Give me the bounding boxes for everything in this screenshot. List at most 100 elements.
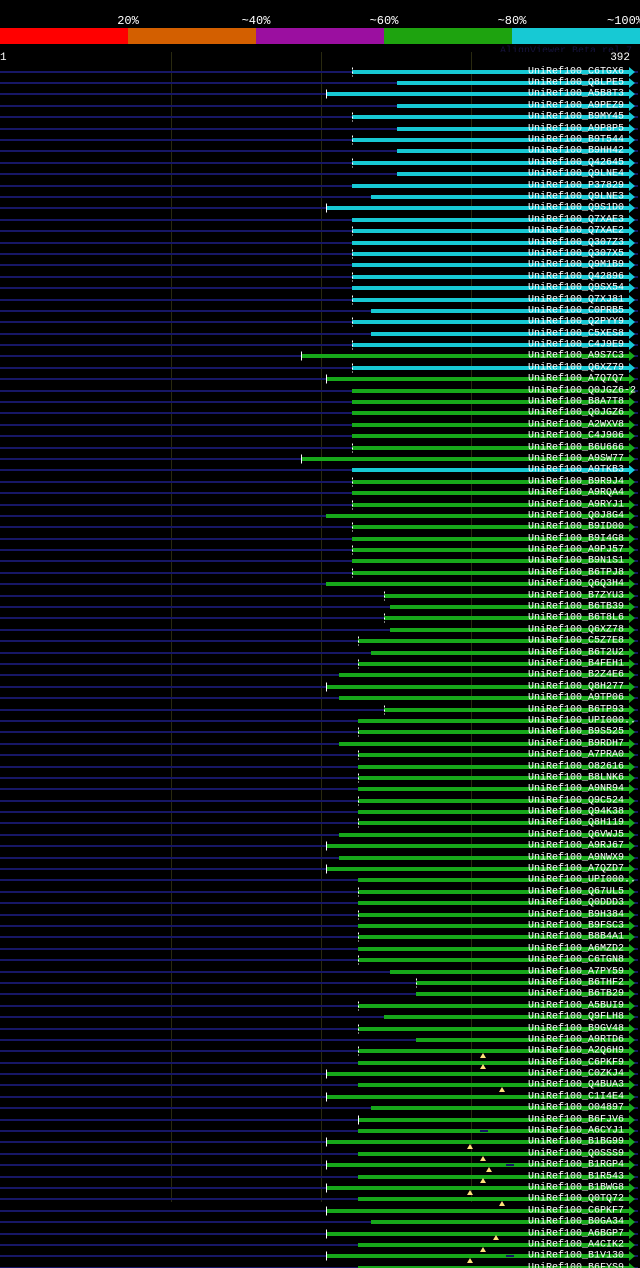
alignment-row[interactable]: UniRef100_A9NR94 [0, 784, 640, 795]
sequence-id-label[interactable]: UniRef100_B9FSC3 [528, 920, 624, 931]
sequence-id-label[interactable]: UniRef100_A9SW77 [528, 453, 624, 464]
sequence-id-label[interactable]: UniRef100_A9S7C3 [528, 351, 624, 362]
sequence-id-label[interactable]: UniRef100_B9I4G8 [528, 533, 624, 544]
sequence-id-label[interactable]: UniRef100_B9MY45 [528, 112, 624, 123]
sequence-id-label[interactable]: UniRef100_C1I4E4 [528, 1091, 624, 1102]
sequence-id-label[interactable]: UniRef100_B8A7T8 [528, 397, 624, 408]
sequence-id-label[interactable]: UniRef100_C6TGX6 [528, 66, 624, 77]
sequence-id-label[interactable]: UniRef100_B6TPJ8 [528, 567, 624, 578]
alignment-row[interactable]: UniRef100_C0PRB5 [0, 305, 640, 316]
alignment-row[interactable]: UniRef100_C6PKF9 [0, 1057, 640, 1068]
sequence-id-label[interactable]: UniRef100_B9T544 [528, 135, 624, 146]
alignment-row[interactable]: UniRef100_Q0DDD3 [0, 898, 640, 909]
sequence-id-label[interactable]: UniRef100_Q67UL5 [528, 886, 624, 897]
sequence-id-label[interactable]: UniRef100_B4FEH1 [528, 659, 624, 670]
alignment-row[interactable]: UniRef100_B2Z4E6 [0, 670, 640, 681]
sequence-id-label[interactable]: UniRef100_B9ID00 [528, 522, 624, 533]
sequence-id-label[interactable]: UniRef100_A9PJ57 [528, 545, 624, 556]
alignment-row[interactable]: UniRef100_Q42896 [0, 271, 640, 282]
sequence-id-label[interactable]: UniRef100_C5XES8 [528, 328, 624, 339]
sequence-id-label[interactable]: UniRef100_UPI000.. [528, 715, 636, 726]
sequence-id-label[interactable]: UniRef100_A9RYJ1 [528, 499, 624, 510]
sequence-id-label[interactable]: UniRef100_B9HH42 [528, 146, 624, 157]
sequence-id-label[interactable]: UniRef100_Q6VWJ5 [528, 829, 624, 840]
alignment-row[interactable]: UniRef100_Q6XZ78 [0, 624, 640, 635]
sequence-id-label[interactable]: UniRef100_B6FJV6 [528, 1114, 624, 1125]
alignment-row[interactable]: UniRef100_C1I4E4 [0, 1091, 640, 1102]
alignment-row[interactable]: UniRef100_Q8H277 [0, 681, 640, 692]
sequence-id-label[interactable]: UniRef100_A9NWX9 [528, 852, 624, 863]
alignment-row[interactable]: UniRef100_B9N1S1 [0, 556, 640, 567]
sequence-id-label[interactable]: UniRef100_Q7XJ81 [528, 294, 624, 305]
sequence-id-label[interactable]: UniRef100_Q9FLH8 [528, 1012, 624, 1023]
alignment-row[interactable]: UniRef100_A5BUI9 [0, 1000, 640, 1011]
alignment-row[interactable]: UniRef100_C5Z7E8 [0, 636, 640, 647]
alignment-row[interactable]: UniRef100_Q0TQ72 [0, 1194, 640, 1205]
sequence-id-label[interactable]: UniRef100_Q9LNE4 [528, 169, 624, 180]
sequence-id-label[interactable]: UniRef100_B9N1S1 [528, 556, 624, 567]
alignment-row[interactable]: UniRef100_A4CIK2 [0, 1239, 640, 1250]
alignment-row[interactable]: UniRef100_A9RJ67 [0, 841, 640, 852]
sequence-id-label[interactable]: UniRef100_Q9M1B9 [528, 260, 624, 271]
alignment-row[interactable]: UniRef100_B8LNK6 [0, 772, 640, 783]
alignment-row[interactable]: UniRef100_Q8H119 [0, 818, 640, 829]
alignment-row[interactable]: UniRef100_B8A7T8 [0, 396, 640, 407]
sequence-id-label[interactable]: UniRef100_A9RTD6 [528, 1034, 624, 1045]
alignment-row[interactable]: UniRef100_B1RGP4 [0, 1160, 640, 1171]
alignment-row[interactable]: UniRef100_UPI000.. [0, 875, 640, 886]
alignment-row[interactable]: UniRef100_A7QZD7 [0, 863, 640, 874]
sequence-id-label[interactable]: UniRef100_Q6XZ78 [528, 624, 624, 635]
alignment-row[interactable]: UniRef100_B9S525 [0, 727, 640, 738]
alignment-row[interactable]: UniRef100_Q307X5 [0, 248, 640, 259]
alignment-row[interactable]: UniRef100_B6THF2 [0, 977, 640, 988]
sequence-id-label[interactable]: UniRef100_Q42645 [528, 157, 624, 168]
alignment-row[interactable]: UniRef100_P37829 [0, 180, 640, 191]
alignment-row[interactable]: UniRef100_A9TP06 [0, 692, 640, 703]
alignment-row[interactable]: UniRef100_A9PJ57 [0, 544, 640, 555]
alignment-row[interactable]: UniRef100_Q42645 [0, 157, 640, 168]
alignment-row[interactable]: UniRef100_B6TB39 [0, 601, 640, 612]
alignment-row[interactable]: UniRef100_B6TB29 [0, 989, 640, 1000]
sequence-id-label[interactable]: UniRef100_C0PRB5 [528, 305, 624, 316]
sequence-id-label[interactable]: UniRef100_Q42896 [528, 271, 624, 282]
alignment-row[interactable]: UniRef100_Q9C524 [0, 795, 640, 806]
alignment-row[interactable]: UniRef100_B1V130 [0, 1251, 640, 1262]
alignment-row[interactable]: UniRef100_B9R9J4 [0, 476, 640, 487]
sequence-id-label[interactable]: UniRef100_A9P8P5 [528, 123, 624, 134]
sequence-id-label[interactable]: UniRef100_A7QZD7 [528, 864, 624, 875]
sequence-id-label[interactable]: UniRef100_Q0SSS9 [528, 1148, 624, 1159]
alignment-row[interactable]: UniRef100_B9FSC3 [0, 920, 640, 931]
sequence-id-label[interactable]: UniRef100_B1BG99 [528, 1137, 624, 1148]
sequence-id-label[interactable]: UniRef100_B1R543 [528, 1171, 624, 1182]
sequence-id-label[interactable]: UniRef100_Q6XZ79 [528, 362, 624, 373]
alignment-row[interactable]: UniRef100_A6BGP7 [0, 1228, 640, 1239]
sequence-id-label[interactable]: UniRef100_P37829 [528, 180, 624, 191]
sequence-id-label[interactable]: UniRef100_A7PRA0 [528, 750, 624, 761]
alignment-row[interactable]: UniRef100_A5B8T3 [0, 89, 640, 100]
sequence-id-label[interactable]: UniRef100_A6MZD2 [528, 943, 624, 954]
sequence-id-label[interactable]: UniRef100_Q7XAE3 [528, 214, 624, 225]
sequence-id-label[interactable]: UniRef100_B6FYS9 [528, 1262, 624, 1268]
alignment-row[interactable]: UniRef100_A9RQA4 [0, 487, 640, 498]
sequence-id-label[interactable]: UniRef100_C6PKF9 [528, 1057, 624, 1068]
alignment-row[interactable]: UniRef100_C6TGX6 [0, 66, 640, 77]
sequence-id-label[interactable]: UniRef100_B7ZYU3 [528, 590, 624, 601]
alignment-row[interactable]: UniRef100_B9HH42 [0, 146, 640, 157]
sequence-id-label[interactable]: UniRef100_B8B4A1 [528, 932, 624, 943]
alignment-row[interactable]: UniRef100_C0ZKJ4 [0, 1068, 640, 1079]
alignment-row[interactable]: UniRef100_B6FYS9 [0, 1262, 640, 1268]
alignment-row[interactable]: UniRef100_C4J9E9 [0, 339, 640, 350]
sequence-id-label[interactable]: UniRef100_Q0DDD3 [528, 898, 624, 909]
alignment-row[interactable]: UniRef100_A6MZD2 [0, 943, 640, 954]
alignment-row[interactable]: UniRef100_B0GA34 [0, 1216, 640, 1227]
alignment-row[interactable]: UniRef100_B6T2U2 [0, 647, 640, 658]
sequence-id-label[interactable]: UniRef100_O04897 [528, 1103, 624, 1114]
sequence-id-label[interactable]: UniRef100_C4J906 [528, 431, 624, 442]
alignment-row[interactable]: UniRef100_A9NWX9 [0, 852, 640, 863]
sequence-id-label[interactable]: UniRef100_Q9SX54 [528, 283, 624, 294]
alignment-row[interactable]: UniRef100_B1R543 [0, 1171, 640, 1182]
sequence-id-label[interactable]: UniRef100_B9H384 [528, 909, 624, 920]
sequence-id-label[interactable]: UniRef100_Q307Z3 [528, 237, 624, 248]
alignment-row[interactable]: UniRef100_C4J906 [0, 431, 640, 442]
sequence-id-label[interactable]: UniRef100_A5B8T3 [528, 89, 624, 100]
